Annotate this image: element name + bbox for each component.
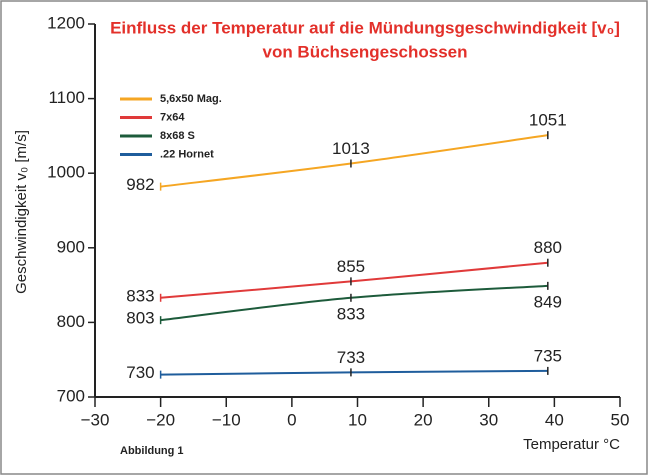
data-label: 730: [126, 363, 154, 382]
x-tick-label: −30: [81, 410, 110, 429]
x-tick-label: 30: [479, 410, 498, 429]
data-label: 1013: [332, 139, 370, 158]
footnote: Abbildung 1: [120, 445, 184, 457]
data-label: 880: [534, 238, 562, 257]
legend-label: .22 Hornet: [160, 148, 214, 160]
x-tick-label: 0: [287, 410, 296, 429]
data-label: 735: [534, 346, 562, 365]
y-tick-label: 800: [57, 312, 85, 331]
x-axis-label: Temperatur °C: [523, 436, 620, 453]
y-tick-label: 1200: [47, 13, 85, 32]
x-tick-label: 50: [611, 410, 630, 429]
x-tick-label: 10: [348, 410, 367, 429]
legend-label: 5,6x50 Mag.: [160, 93, 222, 105]
x-tick-label: 20: [414, 410, 433, 429]
data-label: 803: [126, 309, 154, 328]
data-label: 982: [126, 175, 154, 194]
x-tick-label: 40: [545, 410, 564, 429]
x-tick-label: −20: [146, 410, 175, 429]
data-label: 833: [337, 304, 365, 323]
data-label: 855: [337, 257, 365, 276]
y-tick-label: 1000: [47, 163, 85, 182]
y-tick-label: 900: [57, 237, 85, 256]
y-axis-label: Geschwindigkeit v₀ [m/s]: [13, 130, 30, 294]
data-label: 1051: [529, 111, 567, 130]
legend-label: 7x64: [160, 111, 185, 123]
y-tick-label: 1100: [48, 88, 85, 107]
chart-title: von Büchsengeschossen: [262, 42, 467, 61]
x-tick-label: −10: [212, 410, 241, 429]
y-tick-label: 700: [57, 386, 85, 405]
legend-label: 8x68 S: [160, 130, 195, 142]
data-label: 849: [534, 292, 562, 311]
data-label: 833: [126, 286, 154, 305]
chart-title: Einfluss der Temperatur auf die Mündungs…: [110, 18, 620, 37]
data-label: 733: [337, 348, 365, 367]
